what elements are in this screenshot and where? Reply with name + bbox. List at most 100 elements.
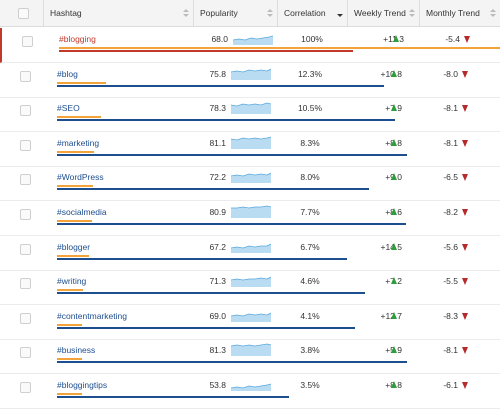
sparkline-line — [231, 173, 271, 177]
header-select-cell[interactable] — [0, 0, 44, 26]
sort-desc-icon[interactable] — [337, 9, 343, 17]
sparkline-area — [231, 312, 271, 322]
row-checkbox[interactable] — [20, 174, 31, 186]
select-all-checkbox[interactable] — [18, 8, 29, 19]
hashtag-link[interactable]: #SEO — [57, 103, 80, 114]
sparkline-line — [231, 102, 271, 107]
sort-icon[interactable] — [409, 9, 415, 17]
row-checkbox[interactable] — [20, 347, 31, 359]
monthly-trend-value: -8.1 — [443, 345, 458, 356]
monthly-trend-value: -6.5 — [443, 172, 458, 183]
correlation-bar — [57, 393, 82, 395]
sort-icon[interactable] — [267, 9, 273, 17]
header-hashtag-label: Hashtag — [50, 8, 82, 18]
hashtag-link[interactable]: #writing — [57, 276, 87, 287]
table-row[interactable]: #bloggingtips 53.8 3.5% +8.8 -6.1 — [0, 374, 500, 409]
table-header: Hashtag Popularity Correlation Weekly Tr… — [0, 0, 500, 27]
popularity-sparkline — [231, 383, 271, 391]
sparkline-line — [231, 136, 271, 141]
header-monthly-trend[interactable]: Monthly Trend — [420, 0, 500, 26]
trend-down-icon — [462, 243, 468, 251]
popularity-value: 78.3 — [209, 103, 226, 114]
correlation-bar — [57, 289, 83, 292]
sparkline-area — [231, 136, 271, 149]
sort-icon[interactable] — [183, 9, 189, 17]
row-checkbox[interactable] — [20, 278, 31, 290]
header-hashtag[interactable]: Hashtag — [44, 0, 194, 26]
hashtag-link[interactable]: #marketing — [57, 137, 100, 148]
table-row[interactable]: #socialmedia 80.9 7.7% +8.6 -8.2 — [0, 201, 500, 236]
correlation-bar — [57, 185, 93, 188]
monthly-trend-value: -8.1 — [443, 137, 458, 148]
sparkline-area — [231, 103, 271, 115]
monthly-trend-value: -5.6 — [443, 241, 458, 252]
popularity-value: 81.1 — [209, 137, 226, 148]
trend-down-icon — [462, 70, 468, 78]
correlation-bar — [57, 116, 101, 119]
header-weekly-trend[interactable]: Weekly Trend — [348, 0, 420, 26]
row-checkbox[interactable] — [20, 312, 31, 324]
hashtag-link[interactable]: #socialmedia — [57, 207, 107, 217]
table-row[interactable]: #blogging 68.0 100% +11.3 -5.4 — [0, 28, 500, 63]
hashtag-link[interactable]: #WordPress — [57, 172, 104, 183]
row-checkbox[interactable] — [20, 382, 31, 393]
hashtag-link[interactable]: #blogger — [57, 241, 91, 252]
correlation-bar — [57, 220, 93, 222]
popularity-sparkline — [231, 68, 271, 80]
sparkline-line — [231, 205, 271, 209]
monthly-trend-value: -8.3 — [443, 310, 458, 321]
popularity-value: 68.0 — [211, 34, 228, 44]
table-row[interactable]: #contentmarketing 69.0 4.1% +12.7 -8.3 — [0, 305, 500, 340]
hashtag-link[interactable]: #bloggingtips — [57, 380, 108, 390]
table-row[interactable]: #WordPress 72.2 8.0% +9.0 -6.5 — [0, 166, 500, 202]
header-correlation[interactable]: Correlation — [278, 0, 348, 26]
table-row[interactable]: #SEO 78.3 10.5% +7.9 -8.1 — [0, 97, 500, 133]
sparkline-line — [231, 312, 271, 317]
correlation-bar — [59, 47, 500, 49]
sparkline-line — [231, 68, 271, 73]
sparkline-line — [233, 35, 273, 41]
trend-up-icon — [393, 35, 399, 42]
hashtag-link[interactable]: #blog — [57, 68, 78, 79]
row-checkbox[interactable] — [20, 70, 31, 82]
trend-down-icon — [462, 347, 468, 355]
correlation-value: 3.5% — [300, 380, 320, 390]
row-checkbox[interactable] — [20, 139, 31, 151]
table-row[interactable]: #blogger 67.2 6.7% +14.5 -5.6 — [0, 236, 500, 271]
sparkline-area — [231, 206, 271, 218]
trend-down-icon — [462, 174, 468, 182]
correlation-value: 4.6% — [300, 276, 320, 287]
row-checkbox[interactable] — [20, 105, 31, 117]
row-checkbox[interactable] — [20, 243, 31, 255]
monthly-trend-value: -8.1 — [443, 103, 458, 114]
trend-up-icon — [391, 104, 397, 112]
trend-down-icon — [462, 209, 468, 216]
trend-up-icon — [391, 242, 397, 250]
sort-icon[interactable] — [490, 9, 496, 17]
header-correlation-label: Correlation — [284, 8, 326, 18]
trend-down-icon — [462, 312, 468, 320]
table-row[interactable]: #writing 71.3 4.6% +7.2 -5.5 — [0, 270, 500, 306]
popularity-value: 80.9 — [209, 207, 226, 217]
table-row[interactable]: #business 81.3 3.8% +5.9 -8.1 — [0, 339, 500, 375]
correlation-value: 100% — [301, 34, 323, 44]
sparkline-line — [231, 383, 271, 389]
hashtag-link[interactable]: #business — [57, 345, 96, 356]
hashtag-link[interactable]: #blogging — [59, 34, 96, 44]
popularity-bar — [57, 257, 348, 260]
header-popularity[interactable]: Popularity — [194, 0, 278, 26]
row-checkbox[interactable] — [22, 36, 33, 47]
row-checkbox[interactable] — [20, 209, 31, 220]
header-monthly-label: Monthly Trend — [426, 8, 480, 18]
monthly-trend-value: -6.1 — [443, 380, 458, 390]
table-row[interactable]: #marketing 81.1 8.3% +8.8 -8.1 — [0, 132, 500, 167]
hashtag-link[interactable]: #contentmarketing — [57, 310, 127, 321]
correlation-value: 7.7% — [300, 207, 320, 217]
trend-up-icon — [391, 311, 397, 319]
sparkline-area — [231, 173, 271, 184]
trend-down-icon — [462, 105, 468, 113]
table-row[interactable]: #blog 75.8 12.3% +10.8 -8.0 — [0, 63, 500, 98]
popularity-bar — [57, 223, 407, 225]
sparkline-line — [231, 276, 271, 281]
